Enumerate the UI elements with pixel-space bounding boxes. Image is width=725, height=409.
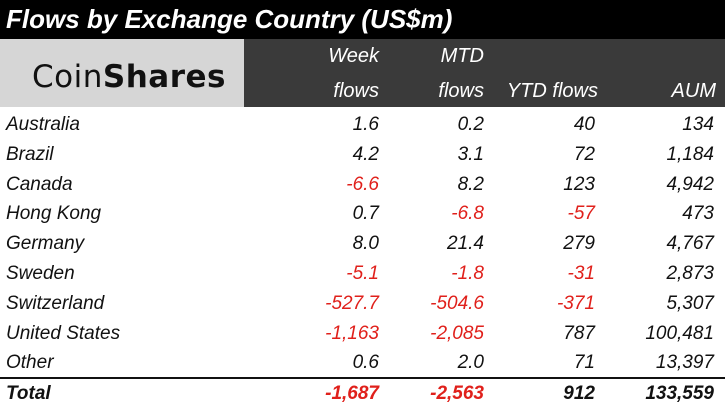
cell-aum: 13,397 bbox=[655, 352, 714, 374]
cell-mtd: 8.2 bbox=[457, 173, 484, 195]
header-mtd-line1: MTD bbox=[440, 45, 484, 67]
header-aum: AUM bbox=[671, 80, 716, 102]
cell-aum: 100,481 bbox=[645, 322, 714, 344]
cell-mtd: 2.0 bbox=[457, 352, 484, 374]
cell-ytd: 71 bbox=[573, 352, 595, 374]
row-label: Germany bbox=[6, 233, 85, 255]
cell-aum: 1,184 bbox=[666, 143, 714, 165]
cell-week: -5.1 bbox=[346, 263, 379, 284]
cell-week: -1,687 bbox=[325, 383, 379, 404]
total-row: Total -1,687 -2,563 912 133,559 bbox=[0, 379, 725, 409]
header-ytd: YTD flows bbox=[506, 80, 598, 102]
row-label: Canada bbox=[6, 173, 73, 195]
cell-mtd: -1.8 bbox=[451, 263, 484, 284]
column-header-bar bbox=[244, 39, 725, 107]
table-row: Canada -6.6 8.2 123 4,942 bbox=[0, 170, 725, 200]
cell-mtd: -6.8 bbox=[451, 203, 484, 225]
cell-ytd: -31 bbox=[567, 263, 595, 284]
table-row: Brazil 4.2 3.1 72 1,184 bbox=[0, 140, 725, 170]
cell-aum: 4,767 bbox=[666, 233, 714, 255]
cell-ytd: 912 bbox=[563, 383, 595, 404]
header-mtd-line2: flows bbox=[438, 80, 484, 102]
row-label: Australia bbox=[6, 114, 80, 135]
total-divider bbox=[0, 377, 725, 379]
table-row: Other 0.6 2.0 71 13,397 bbox=[0, 348, 725, 378]
cell-aum: 134 bbox=[682, 114, 714, 135]
row-label: Other bbox=[6, 352, 54, 374]
cell-week: 8.0 bbox=[352, 233, 379, 255]
cell-week: 0.6 bbox=[352, 352, 379, 374]
header-week-line2: flows bbox=[333, 80, 379, 102]
row-label: Brazil bbox=[6, 143, 54, 165]
cell-mtd: -2,085 bbox=[430, 322, 484, 344]
cell-ytd: 787 bbox=[563, 322, 595, 344]
cell-mtd: 21.4 bbox=[447, 233, 484, 255]
cell-ytd: 72 bbox=[573, 143, 595, 165]
logo-part2: Shares bbox=[102, 59, 226, 95]
cell-aum: 473 bbox=[682, 203, 714, 225]
cell-mtd: -504.6 bbox=[430, 292, 484, 314]
coinshares-logo: CoinShares bbox=[32, 59, 226, 95]
cell-ytd: -371 bbox=[556, 292, 595, 314]
cell-week: 0.7 bbox=[352, 203, 379, 225]
cell-mtd: -2,563 bbox=[430, 383, 484, 404]
cell-week: -1,163 bbox=[325, 322, 379, 344]
cell-mtd: 3.1 bbox=[457, 143, 484, 165]
row-label: Total bbox=[6, 383, 51, 404]
row-label: Switzerland bbox=[6, 292, 105, 314]
cell-week: -527.7 bbox=[325, 292, 379, 314]
table-row: Switzerland -527.7 -504.6 -371 5,307 bbox=[0, 289, 725, 319]
cell-aum: 2,873 bbox=[666, 263, 714, 284]
cell-aum: 133,559 bbox=[645, 383, 714, 404]
table-title: Flows by Exchange Country (US$m) bbox=[0, 0, 725, 39]
cell-ytd: -57 bbox=[567, 203, 595, 225]
table-row: Sweden -5.1 -1.8 -31 2,873 bbox=[0, 259, 725, 289]
row-label: United States bbox=[6, 322, 121, 344]
cell-ytd: 123 bbox=[563, 173, 595, 195]
cell-aum: 4,942 bbox=[666, 173, 714, 195]
row-label: Sweden bbox=[6, 263, 75, 284]
table-row: Germany 8.0 21.4 279 4,767 bbox=[0, 229, 725, 259]
cell-week: 4.2 bbox=[352, 143, 379, 165]
cell-week: 1.6 bbox=[352, 114, 379, 135]
logo-part1: Coin bbox=[32, 59, 103, 95]
cell-aum: 5,307 bbox=[666, 292, 714, 314]
row-label: Hong Kong bbox=[6, 203, 102, 225]
cell-ytd: 40 bbox=[573, 114, 595, 135]
cell-mtd: 0.2 bbox=[457, 114, 484, 135]
header-week-line1: Week bbox=[328, 45, 379, 67]
table-row: United States -1,163 -2,085 787 100,481 bbox=[0, 319, 725, 349]
table-row: Hong Kong 0.7 -6.8 -57 473 bbox=[0, 199, 725, 229]
table-row: Australia 1.6 0.2 40 134 bbox=[0, 110, 725, 140]
cell-ytd: 279 bbox=[563, 233, 595, 255]
cell-week: -6.6 bbox=[346, 173, 379, 195]
